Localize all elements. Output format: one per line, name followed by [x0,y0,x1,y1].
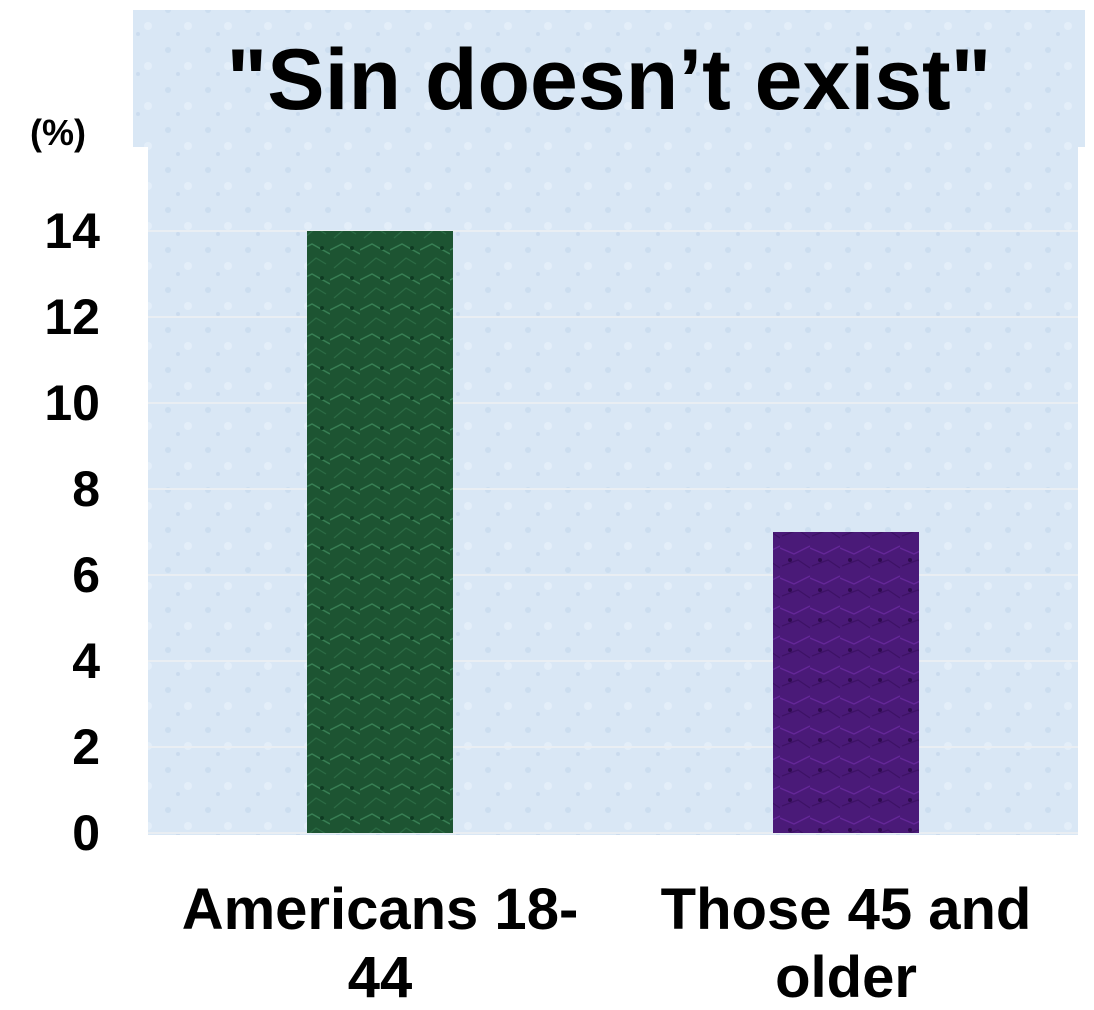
chart-title: "Sin doesn’t exist" [226,32,992,128]
y-tick-label: 2 [72,719,100,775]
y-tick-label: 10 [44,375,100,431]
x-tick-label-line: Those 45 and [660,877,1032,942]
y-tick-label: 4 [72,633,100,689]
plot-background [148,147,1078,835]
x-tick-label-line: Americans 18- [181,877,579,942]
x-tick-label: Those 45 and older [606,876,1086,1010]
x-tick-label-line: 44 [347,945,413,1010]
title-background [133,10,1085,147]
x-tick-label-line: older [775,945,917,1010]
y-tick-label: 0 [72,805,100,861]
y-tick-label: 12 [44,289,100,345]
y-tick-label: 14 [44,203,100,259]
x-tick-label: Americans 18- 44 [140,876,620,1010]
bar-2 [773,532,919,833]
y-axis-unit-label: (%) [30,112,86,153]
y-tick-label: 6 [72,547,100,603]
bar-1 [307,231,453,833]
y-tick-label: 8 [72,461,100,517]
